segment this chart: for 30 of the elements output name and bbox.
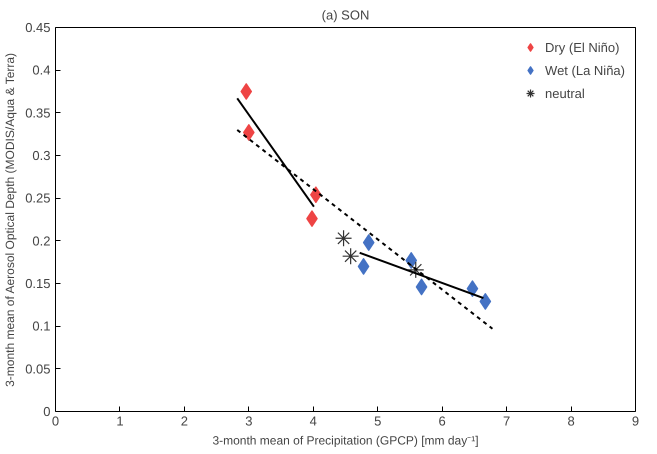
point bbox=[240, 83, 252, 100]
legend-label: Dry (El Niño) bbox=[545, 40, 620, 54]
x-tick-label: 2 bbox=[180, 414, 188, 428]
x-tick-label: 6 bbox=[438, 414, 446, 428]
x-axis-title: 3-month mean of Precipitation (GPCP) [mm day⁻¹] bbox=[212, 434, 479, 448]
y-tick-label: 0.4 bbox=[32, 62, 51, 78]
y-tick-label: 0.2 bbox=[32, 233, 51, 248]
y-tick-label: 0.45 bbox=[25, 20, 51, 35]
point bbox=[362, 234, 375, 252]
y-tick-label: 0.35 bbox=[25, 105, 51, 120]
point bbox=[342, 248, 360, 265]
y-tick-label: 0.25 bbox=[25, 190, 51, 206]
legend-label: Wet (La Niña) bbox=[545, 62, 625, 78]
x-tick-label: 3 bbox=[245, 414, 252, 428]
y-tick-label: 0.05 bbox=[25, 361, 51, 376]
y-tick-label: 0.15 bbox=[25, 276, 51, 291]
y-tick-label: 0.1 bbox=[32, 318, 51, 334]
x-tick-label: 4 bbox=[310, 414, 317, 428]
legend-label: neutral bbox=[545, 86, 585, 100]
x-tick-label: 7 bbox=[502, 414, 510, 428]
y-tick-label: 0 bbox=[43, 404, 51, 419]
point bbox=[407, 261, 424, 278]
y-tick-label: 0.3 bbox=[32, 148, 51, 163]
x-tick-label: 1 bbox=[116, 414, 124, 428]
y-axis-title: 3-month mean of Aerosol Optical Depth (MODIS/Aqua & Terra) bbox=[3, 52, 18, 387]
x-tick-label: 8 bbox=[567, 414, 575, 428]
x-tick-label: 5 bbox=[374, 414, 382, 428]
x-tick-label: 9 bbox=[632, 414, 640, 428]
point bbox=[334, 230, 352, 247]
chart-title: (a) SON bbox=[322, 8, 370, 22]
